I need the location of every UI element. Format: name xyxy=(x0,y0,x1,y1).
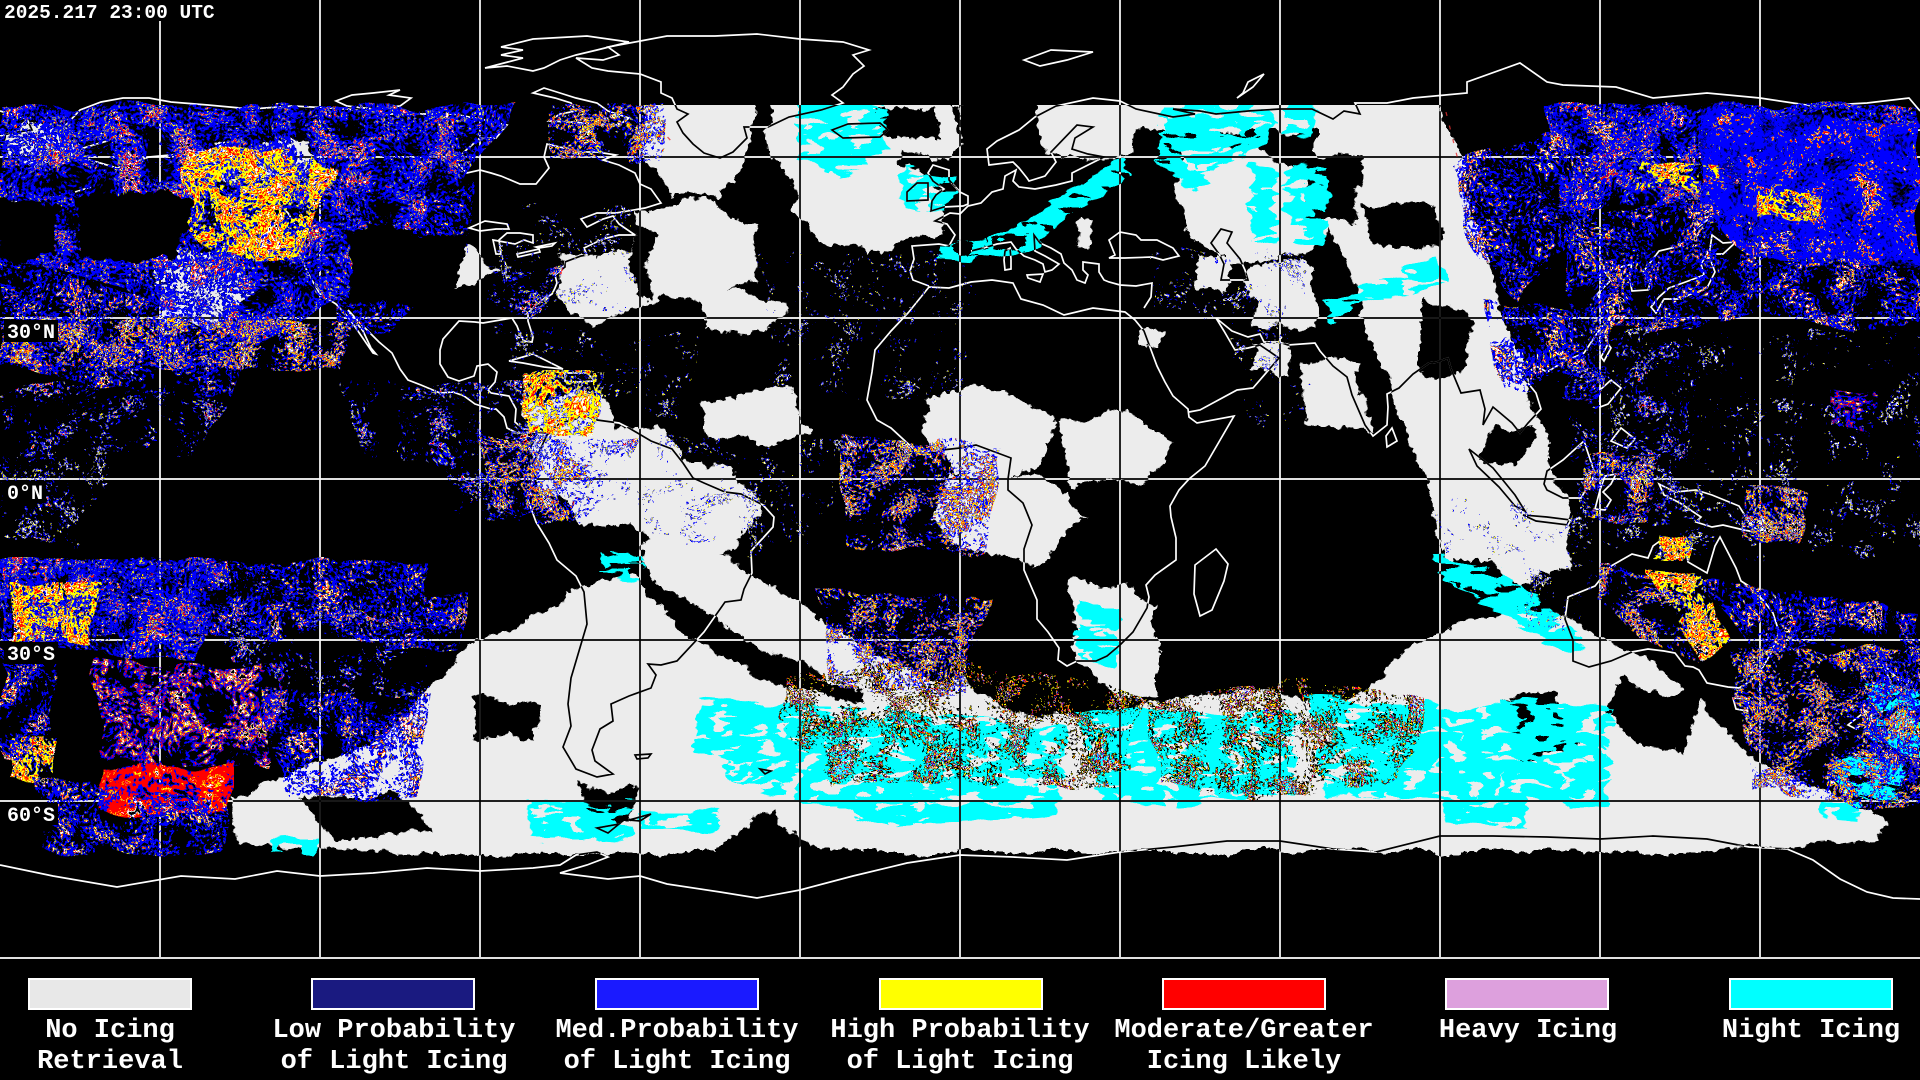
svg-text:of Light Icing: of Light Icing xyxy=(281,1047,508,1077)
svg-text:Retrieval: Retrieval xyxy=(37,1047,183,1077)
svg-text:Moderate/Greater: Moderate/Greater xyxy=(1114,1016,1373,1046)
svg-text:30°S: 30°S xyxy=(7,644,55,667)
svg-text:30°N: 30°N xyxy=(7,322,55,345)
svg-text:Icing Likely: Icing Likely xyxy=(1147,1047,1341,1077)
svg-text:of Light Icing: of Light Icing xyxy=(847,1047,1074,1077)
svg-text:Night Icing: Night Icing xyxy=(1722,1016,1900,1046)
svg-text:2025.217 23:00 UTC: 2025.217 23:00 UTC xyxy=(4,2,215,24)
svg-text:High Probability: High Probability xyxy=(830,1016,1089,1046)
svg-text:Med.Probability: Med.Probability xyxy=(555,1016,798,1046)
svg-text:Low Probability: Low Probability xyxy=(272,1016,515,1046)
svg-text:Heavy Icing: Heavy Icing xyxy=(1439,1016,1617,1046)
svg-text:60°S: 60°S xyxy=(7,805,55,828)
svg-text:of Light Icing: of Light Icing xyxy=(564,1047,791,1077)
svg-text:0°N: 0°N xyxy=(7,483,43,506)
svg-text:No Icing: No Icing xyxy=(45,1016,175,1046)
